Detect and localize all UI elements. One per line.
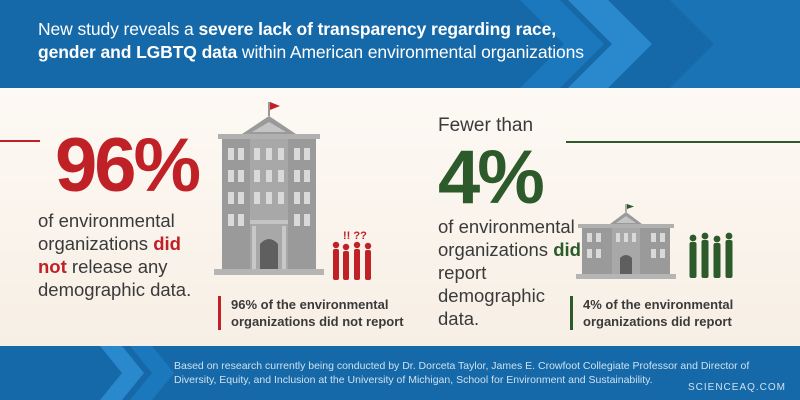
caption-did-report: 4% of the environmental organizations di… xyxy=(570,296,733,330)
flag-icon xyxy=(625,204,634,212)
green-divider xyxy=(566,141,800,143)
caption-did-not-report: 96% of the environmental organizations d… xyxy=(218,296,404,330)
chevron-decoration-icon xyxy=(520,0,800,88)
headline: New study reveals a severe lack of trans… xyxy=(38,19,584,62)
question-marks: !! ?? xyxy=(343,230,367,242)
stat-96-percent: 96% xyxy=(55,123,201,208)
stat-right-description: of environmental organizations did repor… xyxy=(438,216,581,329)
flag-icon xyxy=(268,102,280,116)
fewer-than-label: Fewer than xyxy=(438,115,534,136)
red-divider xyxy=(0,140,40,142)
stat-left-description: of environmental organizations did not re… xyxy=(38,210,192,300)
research-credit: Based on research currently being conduc… xyxy=(174,360,750,386)
people-icon xyxy=(689,232,733,278)
building-icon xyxy=(214,102,324,275)
building-icon xyxy=(576,204,676,279)
main-panel: 96% of environmental organizations did no… xyxy=(0,88,800,346)
chevron-decoration-icon xyxy=(100,346,174,400)
footer-banner: Based on research currently being conduc… xyxy=(0,346,800,400)
watermark: SCIENCEAQ.COM xyxy=(687,382,786,393)
header-banner: New study reveals a severe lack of trans… xyxy=(0,0,800,88)
stat-4-percent: 4% xyxy=(438,135,545,220)
people-icon: !! ?? xyxy=(332,230,372,280)
